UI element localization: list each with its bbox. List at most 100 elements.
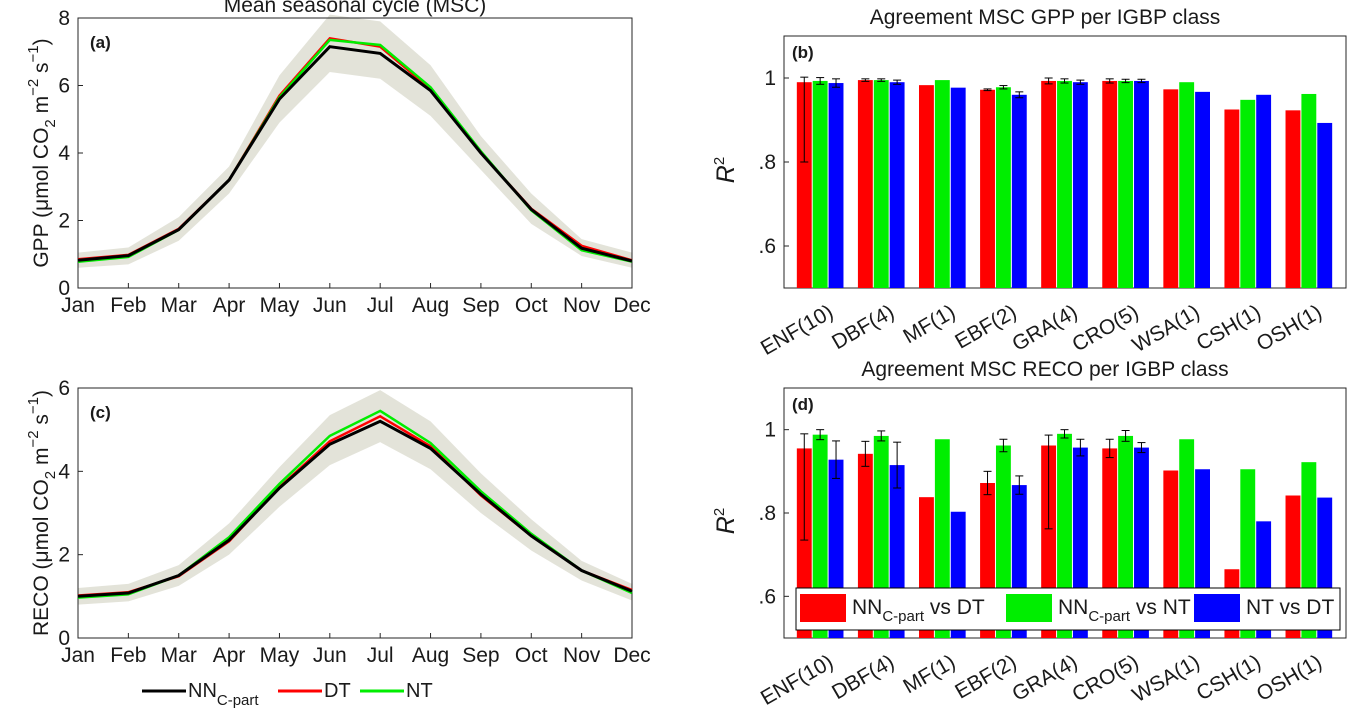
panel-d: .6 .8 1 ENF(10)DBF(4) MF(1)EBF(2)GRA(4)CRO(5… [711, 358, 1347, 710]
x-tick-label: Jun [313, 294, 347, 317]
y-tick-label: 0 [58, 627, 70, 650]
bar-dt [1041, 80, 1057, 288]
panel-label: (b) [792, 43, 814, 62]
y-axis-label: R2 [711, 157, 740, 183]
bar-legend: NNC-part vs DT NNC-part vs NT NT vs DT [795, 587, 1341, 631]
bar-dt [1224, 109, 1240, 288]
bar-nt [873, 435, 889, 638]
y-tick-label: 6 [58, 75, 70, 98]
bar-ntdt [950, 87, 966, 288]
uncertainty-band [78, 14, 632, 268]
panel-label: (c) [90, 403, 111, 422]
x-tick-label: Oct [515, 294, 548, 317]
x-tick-label: Nov [563, 644, 601, 667]
chart-title: Mean seasonal cycle (MSC) [224, 0, 487, 17]
category-label: EBF(2) [951, 650, 1020, 703]
x-tick-label: Aug [412, 294, 449, 317]
category-label: MF(1) [899, 300, 959, 348]
y-tick-label: 2 [58, 210, 70, 233]
y-axis-label: R2 [711, 508, 740, 534]
x-tick-label: Apr [213, 294, 246, 317]
series-line-nn [77, 45, 633, 263]
legend-label-nt: NT [406, 680, 433, 702]
chart-title: Agreement MSC GPP per IGBP class [870, 6, 1221, 29]
x-tick-label: Dec [613, 644, 650, 667]
x-tick-label: Jun [313, 644, 347, 667]
y-axis-label: GPP (μmol CO2 m−2 s−1) [25, 38, 59, 267]
y-tick-label: 1 [764, 419, 776, 442]
x-tick-label: Jan [61, 294, 95, 317]
bar-nt [1057, 433, 1072, 638]
y-axis-label: RECO (μmol CO2 m−2 s−1) [25, 390, 59, 636]
bar-nt [934, 80, 950, 288]
y-tick-label: 4 [58, 142, 70, 165]
bar-nt [1118, 435, 1134, 638]
y-tick-label: .8 [758, 151, 776, 174]
x-tick-label: Jul [367, 644, 394, 667]
bar-ntdt [889, 82, 905, 288]
bar-ntdt [1317, 122, 1333, 288]
legend-box [795, 587, 1341, 631]
panel-label: (a) [90, 33, 111, 52]
y-tick-label: .6 [758, 585, 776, 608]
bar-nt [1057, 80, 1072, 288]
x-tick-label: Mar [161, 644, 197, 667]
category-label: CSH(1) [1193, 300, 1265, 355]
x-tick-label: Feb [110, 294, 146, 317]
y-tick-label: 0 [58, 277, 70, 300]
bar-ntdt [1134, 80, 1149, 288]
x-tick-label: Sep [462, 644, 499, 667]
legend-label-ntdt: NT vs DT [1246, 596, 1334, 619]
category-label: WSA(1) [1129, 650, 1204, 707]
x-tick-label: Apr [213, 644, 246, 667]
bar-nt [1118, 80, 1134, 288]
bar-dt [1163, 89, 1179, 288]
y-tick-label: 4 [58, 460, 70, 483]
x-tick-label: May [260, 294, 300, 317]
bar-dt [1102, 80, 1118, 288]
bar-nt [812, 434, 828, 638]
category-label: CRO(5) [1068, 300, 1142, 356]
x-tick-label: Mar [161, 294, 197, 317]
bar-nt [995, 87, 1011, 289]
bar-ntdt [828, 83, 844, 288]
x-tick-label: Feb [110, 644, 146, 667]
y-tick-label: 8 [58, 7, 70, 30]
x-tick-label: Jan [61, 644, 95, 667]
bar-ntdt [1195, 91, 1210, 288]
category-label: ENF(10) [757, 650, 837, 710]
bar-ntdt [1011, 94, 1027, 288]
line-legend: NNC-part DT NT [142, 680, 433, 709]
legend-label-nn: NNC-part [188, 680, 259, 709]
bar-nt [1240, 99, 1256, 288]
chart-title: Agreement MSC RECO per IGBP class [861, 358, 1228, 381]
legend-label-dt: DT [324, 680, 351, 702]
category-label: CRO(5) [1068, 650, 1142, 706]
y-tick-label: .8 [758, 502, 776, 525]
bar-nt [1179, 82, 1195, 288]
bar-dt [919, 85, 934, 288]
category-label: CSH(1) [1193, 650, 1265, 705]
panel-c: 0 2 4 6 Jan Feb Mar Apr May Jun Jul Aug Sep Oct Nov Dec… [25, 377, 651, 667]
y-tick-label: .6 [758, 235, 776, 258]
legend-label-dt: NNC-part vs DT [852, 596, 985, 625]
bar-nt [873, 80, 889, 288]
legend-swatch-nt [1006, 594, 1052, 622]
panel-a: 0 2 4 6 8 Jan Feb Mar Apr May Jun Jul Aug Sep Oct Nov De… [25, 0, 651, 317]
category-label: ENF(10) [757, 300, 837, 360]
bar-dt [796, 82, 812, 288]
bar-dt [1285, 110, 1301, 288]
category-label: WSA(1) [1129, 300, 1204, 357]
legend-label-nt: NNC-part vs NT [1058, 596, 1191, 625]
x-tick-label: Dec [613, 294, 650, 317]
x-tick-label: Nov [563, 294, 601, 317]
bar-dt [857, 80, 873, 288]
y-tick-label: 1 [764, 67, 776, 90]
legend-swatch-ntdt [1194, 594, 1240, 622]
category-label: DBF(4) [828, 300, 898, 354]
panel-label: (d) [792, 395, 814, 414]
category-label: EBF(2) [951, 300, 1020, 353]
category-label: OSH(1) [1253, 650, 1326, 706]
legend-swatch-dt [800, 594, 846, 622]
